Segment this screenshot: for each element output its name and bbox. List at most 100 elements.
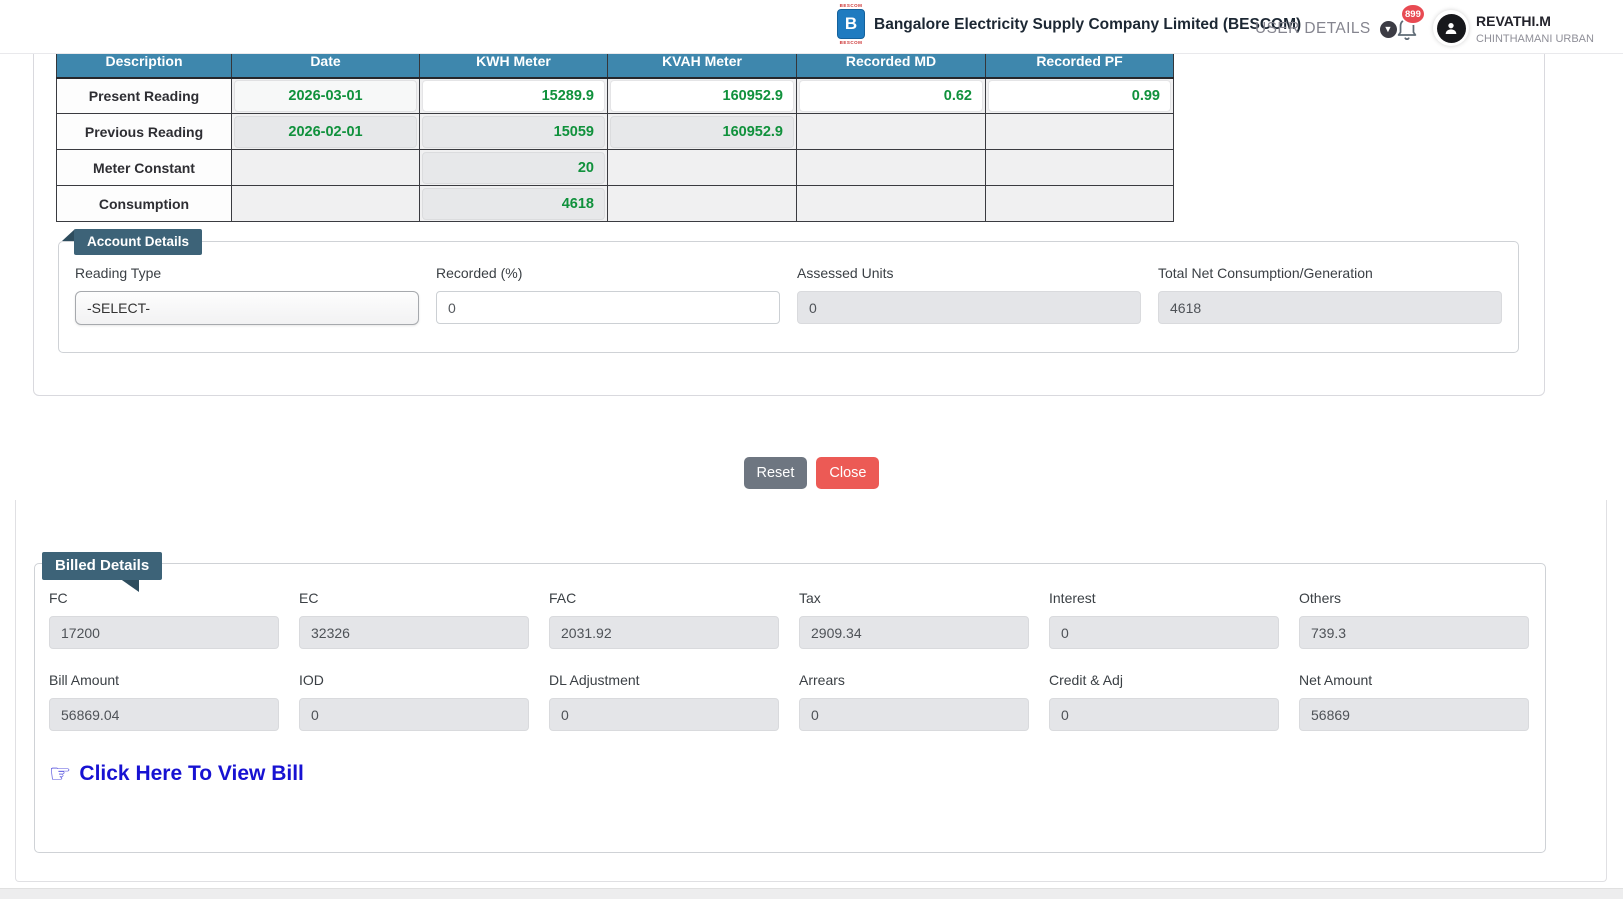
present-reading-date: 2026-03-01 [234, 79, 417, 112]
arrears-label: Arrears [799, 672, 845, 688]
bill-amount-label: Bill Amount [49, 672, 120, 688]
iod-input: 0 [299, 698, 529, 731]
notification-count-badge: 899 [1400, 3, 1426, 25]
logo-top-text: BESCOM [839, 3, 863, 8]
fac-input: 2031.92 [549, 616, 779, 649]
total-net-consumption-input: 4618 [1158, 291, 1502, 324]
present-reading-md-input[interactable]: 0.62 [799, 79, 983, 112]
company-name: Bangalore Electricity Supply Company Lim… [874, 16, 1302, 33]
empty-cell [796, 149, 986, 186]
user-details-label: USER DETAILS [1255, 20, 1371, 37]
assessed-units-input: 0 [797, 291, 1141, 324]
user-location: CHINTHAMANI URBAN [1476, 33, 1594, 45]
row-label-consumption: Consumption [56, 185, 232, 222]
logo-emblem: B [837, 9, 865, 39]
ec-input: 32326 [299, 616, 529, 649]
reset-button[interactable]: Reset [743, 457, 808, 489]
account-details-title: Account Details [74, 229, 203, 255]
view-bill-link[interactable]: ☞ Click Here To View Bill [49, 762, 304, 787]
user-info: REVATHI.M CHINTHAMANI URBAN [1476, 13, 1623, 45]
row-label-present-reading: Present Reading [56, 77, 232, 114]
meter-reading-table: Description Date KWH Meter KVAH Meter Re… [56, 45, 1174, 222]
interest-field: Interest 0 [1049, 590, 1279, 649]
recorded-percent-label: Recorded (%) [436, 265, 523, 281]
arrears-input: 0 [799, 698, 1029, 731]
previous-reading-kvah: 160952.9 [610, 115, 794, 148]
person-icon [1445, 23, 1457, 34]
table-row: Previous Reading 2026-02-01 15059 160952… [56, 113, 1174, 150]
others-field: Others 739.3 [1299, 590, 1529, 649]
assessed-units-label: Assessed Units [797, 265, 894, 281]
ec-field: EC 32326 [299, 590, 529, 649]
credit-adj-input: 0 [1049, 698, 1279, 731]
fac-label: FAC [549, 590, 577, 606]
consumption-kwh: 4618 [422, 187, 605, 220]
empty-cell [985, 185, 1174, 222]
empty-cell [607, 149, 797, 186]
present-reading-pf-input[interactable]: 0.99 [988, 79, 1171, 112]
close-button[interactable]: Close [816, 457, 880, 489]
previous-reading-date: 2026-02-01 [234, 115, 417, 148]
present-reading-kvah-input[interactable]: 160952.9 [610, 79, 794, 112]
fc-input: 17200 [49, 616, 279, 649]
assessed-units-field: Assessed Units 0 [797, 265, 1141, 325]
bescom-logo: BESCOM B BESCOM [836, 3, 866, 51]
total-net-consumption-label: Total Net Consumption/Generation [1158, 265, 1373, 281]
app-header: BESCOM B BESCOM Bangalore Electricity Su… [0, 0, 1623, 54]
tax-input: 2909.34 [799, 616, 1029, 649]
others-input: 739.3 [1299, 616, 1529, 649]
credit-adj-label: Credit & Adj [1049, 672, 1123, 688]
interest-input: 0 [1049, 616, 1279, 649]
billed-details-title: Billed Details [42, 552, 163, 580]
net-amount-label: Net Amount [1299, 672, 1373, 688]
empty-cell [985, 149, 1174, 186]
total-net-consumption-field: Total Net Consumption/Generation 4618 [1158, 265, 1502, 325]
fac-field: FAC 2031.92 [549, 590, 779, 649]
present-reading-kwh-input[interactable]: 15289.9 [422, 79, 605, 112]
credit-adj-field: Credit & Adj 0 [1049, 672, 1279, 731]
account-details-section: Account Details Reading Type -SELECT- Re… [58, 229, 1519, 353]
meter-reading-card: Description Date KWH Meter KVAH Meter Re… [33, 0, 1545, 396]
empty-cell [231, 185, 420, 222]
empty-cell [231, 149, 420, 186]
tax-field: Tax 2909.34 [799, 590, 1029, 649]
previous-reading-kwh: 15059 [422, 115, 605, 148]
user-avatar[interactable] [1433, 10, 1469, 46]
dl-adjustment-field: DL Adjustment 0 [549, 672, 779, 731]
table-row: Present Reading 2026-03-01 15289.9 16095… [56, 77, 1174, 114]
row-label-meter-constant: Meter Constant [56, 149, 232, 186]
user-name: REVATHI.M [1476, 13, 1551, 29]
fc-label: FC [49, 590, 68, 606]
table-row: Meter Constant 20 [56, 149, 1174, 186]
action-buttons: Reset Close [0, 457, 1623, 489]
recorded-percent-field: Recorded (%) 0 [436, 265, 780, 325]
empty-cell [796, 185, 986, 222]
logo-bottom-text: BESCOM [839, 40, 863, 45]
arrears-field: Arrears 0 [799, 672, 1029, 731]
interest-label: Interest [1049, 590, 1096, 606]
iod-label: IOD [299, 672, 324, 688]
empty-cell [796, 113, 986, 150]
view-bill-link-text: Click Here To View Bill [79, 762, 304, 785]
dl-adjustment-label: DL Adjustment [549, 672, 640, 688]
dl-adjustment-input: 0 [549, 698, 779, 731]
billed-details-section: Billed Details FC 17200 EC 32326 FAC 203… [34, 552, 1546, 853]
meter-constant-kwh: 20 [422, 151, 605, 184]
iod-field: IOD 0 [299, 672, 529, 731]
fc-field: FC 17200 [49, 590, 279, 649]
user-details-menu[interactable]: USER DETAILS ▼ [1255, 20, 1397, 38]
tax-label: Tax [799, 590, 821, 606]
net-amount-field: Net Amount 56869 [1299, 672, 1529, 731]
reading-type-select[interactable]: -SELECT- [75, 291, 419, 325]
billed-details-panel: Billed Details FC 17200 EC 32326 FAC 203… [15, 500, 1607, 882]
net-amount-input: 56869 [1299, 698, 1529, 731]
table-row: Consumption 4618 [56, 185, 1174, 222]
recorded-percent-input[interactable]: 0 [436, 291, 780, 324]
chevron-down-icon: ▼ [1379, 20, 1397, 38]
bill-amount-input: 56869.04 [49, 698, 279, 731]
empty-cell [985, 113, 1174, 150]
others-label: Others [1299, 590, 1342, 606]
bill-amount-field: Bill Amount 56869.04 [49, 672, 279, 731]
reading-type-label: Reading Type [75, 265, 162, 281]
row-label-previous-reading: Previous Reading [56, 113, 232, 150]
